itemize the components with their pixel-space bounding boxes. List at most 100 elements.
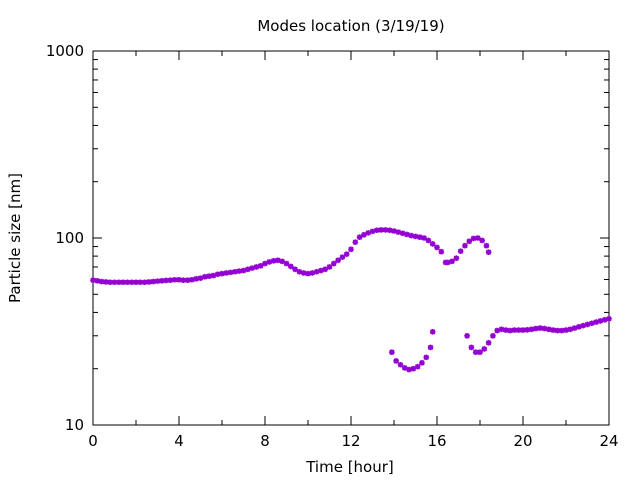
data-point	[472, 349, 479, 356]
x-tick-label: 0	[88, 432, 98, 450]
data-point	[563, 327, 569, 333]
data-point	[253, 264, 260, 270]
data-point	[270, 258, 277, 264]
data-point	[408, 232, 414, 239]
data-point	[150, 278, 156, 285]
data-point	[335, 257, 341, 264]
data-point	[206, 273, 212, 279]
plot-frame	[92, 50, 610, 426]
data-point	[331, 260, 337, 267]
data-point	[576, 324, 582, 330]
data-point	[283, 260, 290, 267]
data-point	[386, 227, 393, 234]
data-point	[309, 270, 316, 276]
data-point	[589, 320, 595, 327]
data-point	[339, 254, 346, 260]
x-axis-label: Time [hour]	[305, 458, 394, 476]
data-point	[137, 279, 144, 286]
x-tick-label: 4	[174, 432, 184, 450]
data-point	[410, 365, 417, 372]
data-point	[288, 263, 294, 270]
data-point	[378, 227, 384, 233]
data-point	[427, 344, 434, 351]
data-point	[300, 270, 307, 276]
data-point	[180, 277, 187, 283]
data-point	[107, 279, 113, 286]
data-point	[429, 329, 436, 335]
x-tick-label: 24	[599, 432, 618, 450]
data-point	[275, 257, 281, 264]
data-point	[262, 260, 268, 267]
data-point	[266, 259, 273, 265]
data-point	[444, 259, 451, 266]
data-point	[498, 326, 505, 333]
data-point	[296, 268, 303, 275]
data-point	[193, 276, 199, 282]
data-point	[470, 235, 477, 242]
data-point	[399, 230, 406, 237]
data-point	[90, 277, 96, 283]
chart-title: Modes location (3/19/19)	[257, 17, 444, 35]
data-point	[429, 241, 436, 247]
data-point	[515, 327, 522, 333]
data-point	[584, 321, 591, 328]
data-point	[348, 246, 354, 253]
data-point	[163, 277, 169, 284]
data-point	[214, 271, 221, 278]
data-point	[494, 327, 500, 334]
data-point	[236, 268, 242, 274]
data-point	[462, 242, 468, 249]
data-point	[421, 235, 427, 241]
data-point	[464, 332, 470, 339]
data-point	[449, 258, 455, 265]
data-point	[210, 272, 217, 279]
data-point	[580, 322, 586, 329]
data-point	[141, 279, 148, 286]
data-point	[550, 327, 556, 333]
data-point	[546, 326, 552, 333]
data-point	[382, 227, 389, 233]
data-point	[434, 244, 440, 251]
data-point	[401, 365, 408, 371]
data-point	[414, 363, 421, 370]
data-point	[406, 366, 412, 373]
data-point	[397, 361, 404, 368]
data-point	[374, 227, 380, 234]
data-point	[103, 279, 109, 285]
data-point	[593, 319, 599, 325]
data-point	[313, 268, 320, 275]
data-point	[197, 275, 204, 281]
data-point	[601, 317, 608, 323]
data-point	[219, 270, 225, 277]
data-point	[184, 277, 191, 283]
data-point	[537, 325, 543, 331]
data-point	[245, 266, 251, 273]
data-point	[528, 326, 535, 333]
data-point	[146, 279, 152, 285]
data-point	[520, 327, 526, 333]
data-point	[507, 327, 513, 334]
y-axis-label: Particle size [nm]	[6, 173, 24, 303]
data-point	[391, 228, 397, 234]
data-point	[154, 278, 161, 284]
data-point	[395, 229, 402, 235]
data-point	[223, 270, 230, 276]
data-point	[477, 349, 483, 356]
y-tick-label: 10	[65, 416, 84, 434]
data-point	[167, 277, 174, 283]
data-point	[389, 349, 395, 356]
data-point	[533, 325, 539, 332]
x-tick-label: 16	[427, 432, 446, 450]
y-tick-label: 1000	[46, 42, 84, 60]
data-point	[94, 278, 101, 284]
data-point	[503, 327, 509, 333]
data-point	[490, 332, 496, 339]
data-point	[571, 325, 578, 331]
data-point	[453, 255, 460, 261]
data-point	[597, 318, 604, 324]
data-point	[511, 327, 518, 333]
data-point	[120, 279, 126, 286]
data-point	[343, 251, 350, 257]
data-point	[116, 279, 122, 286]
data-point	[541, 325, 548, 332]
